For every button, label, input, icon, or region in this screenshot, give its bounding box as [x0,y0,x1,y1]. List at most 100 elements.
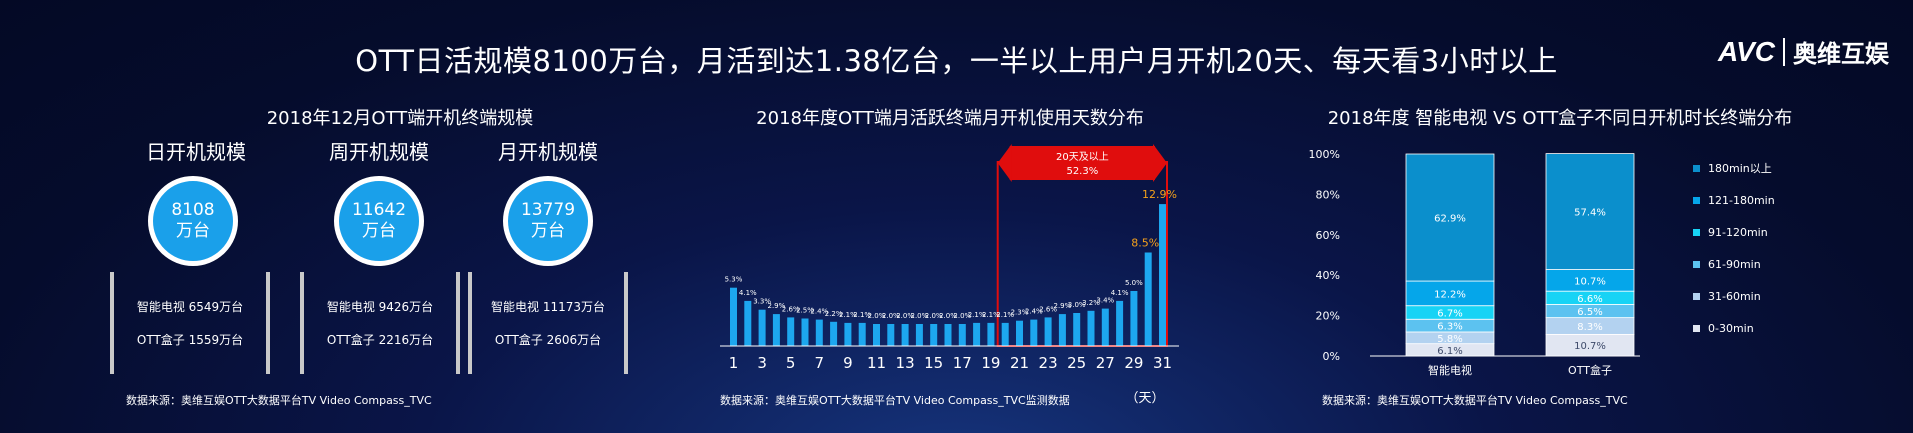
day-bar [1001,322,1009,346]
weekly-breakdown: 智能电视 9426万台 OTT盒子 2216万台 [300,272,460,374]
day-bar-label: 2.0% [925,312,943,320]
mid-source: 数据来源：奥维互娱OTT大数据平台TV Video Compass_TVC监测数… [720,394,1070,407]
legend-item: 180min以上 [1693,152,1775,184]
y-tick-label: 0% [1323,350,1340,363]
logo-mark: AVC [1717,35,1775,67]
day-bar-label: 2.4% [1025,308,1043,316]
logo-divider [1783,37,1785,66]
day-bar-label: 2.1% [839,311,857,319]
day-bar [730,287,737,346]
page-title: OTT日活规模8100万台，月活到达1.38亿台，一半以上用户月开机20天、每天… [355,44,1558,78]
day-bar-label: 5.3% [725,276,743,284]
day-bar-label: 2.4% [810,308,828,316]
day-bar [930,324,938,346]
x-tick-label: 15 [924,354,943,372]
day-bar-label: 3.2% [1082,299,1100,307]
y-tick-label: 20% [1316,310,1340,323]
weekly-value: 11642 [351,200,407,220]
x-tick-label: 3 [757,354,767,372]
mid-chart-title: 2018年度OTT端月活跃终端月开机使用天数分布 [756,108,1144,129]
x-tick-label: 25 [1067,354,1086,372]
daily-tv-line: 智能电视 6549万台 [136,300,244,314]
day-bar-label: 2.1% [853,311,871,319]
stack-segment-label: 12.2% [1434,289,1466,300]
left-source: 数据来源：奥维互娱OTT大数据平台TV Video Compass_TVC [126,394,432,407]
right-chart-title: 2018年度 智能电视 VS OTT盒子不同日开机时长终端分布 [1327,108,1793,129]
weekly-metric-title: 周开机规模 [329,140,429,164]
day-bar [844,322,852,346]
highlight-label: 20天及以上 [1056,151,1109,163]
day-bar [873,324,880,346]
legend-label: 61-90min [1708,257,1761,271]
day-bar [958,324,966,346]
legend-item: 61-90min [1693,248,1775,280]
monthly-unit: 万台 [531,221,565,241]
category-label: OTT盒子 [1568,363,1612,377]
stack-segment-label: 10.7% [1574,341,1606,352]
day-bar-label: 2.5% [796,307,814,315]
stack-segment-label: 6.6% [1577,294,1602,305]
day-bar [987,322,995,346]
legend-swatch [1693,260,1700,268]
legend-item: 0-30min [1693,312,1775,344]
legend-item: 91-120min [1693,216,1775,248]
stack-segment-label: 6.7% [1437,308,1462,319]
day-bar [1030,319,1038,346]
legend-label: 180min以上 [1708,162,1772,175]
legend-item: 121-180min [1693,184,1775,216]
stack-segment [1545,153,1635,270]
day-bar [1101,308,1109,346]
day-bar [901,324,909,346]
x-tick-label: 21 [1010,354,1029,372]
legend-swatch [1693,196,1700,204]
legend-label: 91-120min [1708,225,1768,239]
legend-label: 0-30min [1708,321,1754,335]
day-bar-label: 2.0% [868,312,886,320]
brand-logo: AVC 奥维互娱 [1718,34,1889,69]
logo-name: 奥维互娱 [1793,40,1889,68]
day-bar-label: 2.0% [939,312,957,320]
days-distribution-chart: 20天及以上52.3%5.3%4.1%3.3%2.9%2.6%2.5%2.4%2… [720,144,1179,406]
x-tick-label: 17 [953,354,972,372]
legend-swatch [1693,324,1700,332]
stack-segment-label: 6.3% [1437,322,1462,333]
day-bar [944,324,952,346]
day-bar [1130,291,1138,346]
stack-segment-label: 6.1% [1437,346,1462,357]
day-bar-label: 2.0% [911,312,929,320]
day-bar [830,321,838,346]
day-bar [1016,320,1023,346]
stack-segment [1405,153,1495,282]
day-bar-label: 2.0% [882,312,900,320]
daily-breakdown: 智能电视 6549万台 OTT盒子 1559万台 [110,272,270,374]
day-bar-label: 3.0% [1068,301,1086,309]
monthly-tv-line: 智能电视 11173万台 [491,300,605,314]
day-bar-label: 2.2% [825,310,843,318]
day-bar [772,314,780,346]
y-tick-label: 100% [1309,148,1340,161]
day-bar [744,300,752,346]
x-tick-label: 13 [896,354,915,372]
legend-swatch [1693,164,1700,172]
monthly-metric-title: 月开机规模 [498,140,598,164]
daily-value: 8108 [171,200,215,220]
stack-segment-label: 62.9% [1434,214,1466,225]
day-bar-label: 2.9% [1054,302,1072,310]
weekly-tv-line: 智能电视 9426万台 [326,300,434,314]
x-tick-label: 11 [867,354,886,372]
day-bar-label: 5.0% [1125,279,1143,287]
day-bar [1073,313,1081,346]
day-bar-label: 12.9% [1142,188,1177,201]
duration-stacked-chart: 0% 20% 40% 60% 80% 100% 6.1%5.8%6.3% 6.7% 12.2% 6… [1309,148,1640,377]
x-tick-label: 27 [1096,354,1115,372]
day-bar-label: 3.4% [1096,297,1114,305]
left-section-title: 2018年12月OTT端开机终端规模 [266,108,534,129]
day-bar-label: 2.1% [982,311,1000,319]
x-unit-label: （天） [1125,391,1164,406]
legend-swatch [1693,292,1700,300]
stack-segment-label: 8.3% [1577,322,1602,333]
y-tick-label: 40% [1316,269,1340,282]
day-bar [858,322,866,346]
legend-swatch [1693,228,1700,236]
monthly-breakdown: 智能电视 11173万台 OTT盒子 2606万台 [468,272,628,374]
